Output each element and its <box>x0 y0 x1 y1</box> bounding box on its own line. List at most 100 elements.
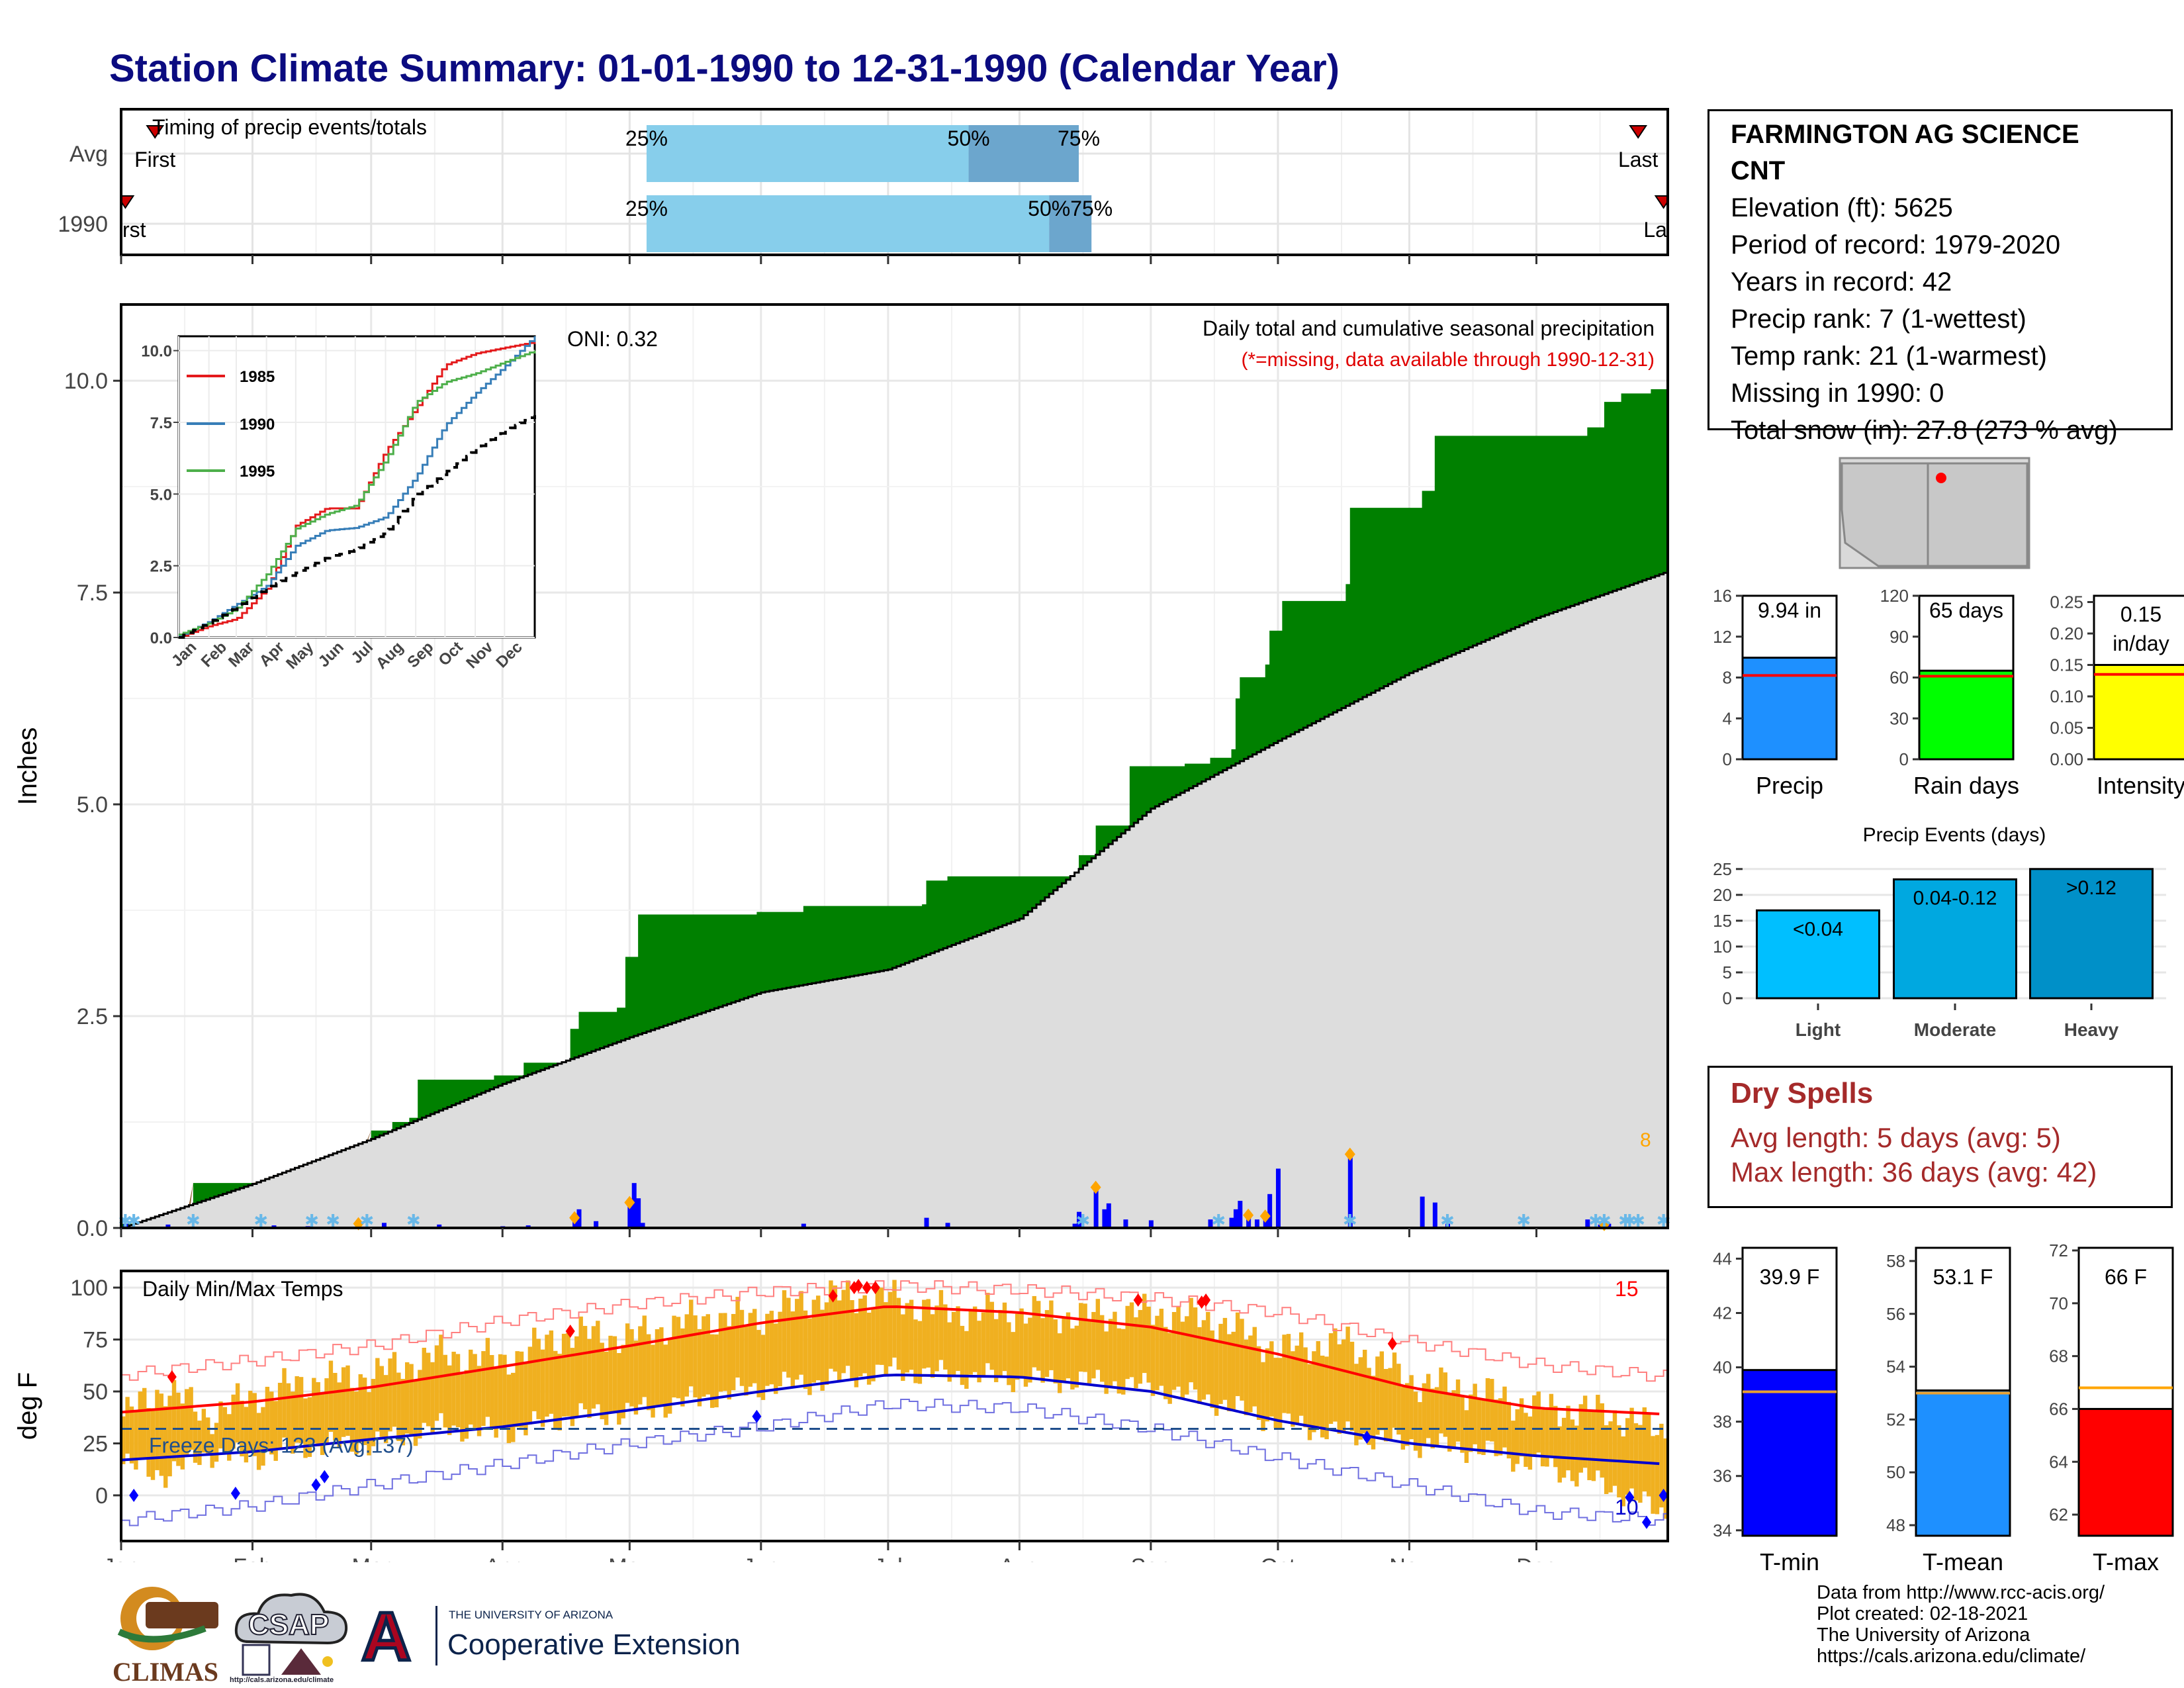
temp-daily-range-bar <box>596 1321 600 1405</box>
temp-y-tick-label: 25 <box>83 1431 108 1456</box>
temp-daily-range-bar <box>434 1345 439 1421</box>
temp-daily-range-bar <box>1185 1316 1189 1395</box>
csap-logo: CSAP http://cals.arizona.edu/climate <box>228 1582 354 1688</box>
temp-daily-range-bar <box>1409 1375 1414 1440</box>
timing-frame <box>120 108 1669 256</box>
temp-daily-range-bar <box>1392 1352 1397 1428</box>
temp-daily-range-bar <box>947 1322 952 1382</box>
temp-daily-range-bar <box>638 1326 643 1405</box>
summary-y-tick-label: 60 <box>1889 668 1909 688</box>
temp-daily-range-bar <box>134 1411 138 1470</box>
temp-daily-range-bar <box>519 1351 524 1428</box>
timing-last-marker <box>1629 125 1648 139</box>
temp-record-min-line <box>121 1398 1668 1526</box>
temp-daily-range-bar <box>324 1378 329 1444</box>
csap-cloud-icon <box>234 1593 348 1676</box>
temp-daily-range-bar <box>371 1379 376 1446</box>
events-bar-label: 0.04-0.12 <box>1913 887 1997 909</box>
temp-daily-range-bar <box>739 1309 745 1386</box>
dry-spells-box: Dry Spells Avg length: 5 days (avg: 5) M… <box>1707 1066 2173 1208</box>
temp-daily-range-bar <box>1201 1320 1206 1400</box>
temp-daily-range-bar <box>1222 1317 1228 1400</box>
precip-daily-bar <box>1445 1223 1451 1228</box>
temp-daily-range-bar <box>222 1407 228 1454</box>
precip-y-tick-label: 10.0 <box>64 369 108 394</box>
ua-big-text: Cooperative Extension <box>447 1628 741 1661</box>
summary-y-tick-label: 4 <box>1723 708 1732 728</box>
temp-daily-range-bar <box>612 1336 617 1413</box>
temp-chart: 0 25 50 75 100 Freeze Days: 123 (Avg:137) Dail… <box>13 1270 1669 1562</box>
temp-daily-range-bar <box>392 1352 397 1427</box>
temp-daily-range-bar <box>1248 1335 1253 1413</box>
events-bar-label: <0.04 <box>1793 918 1843 940</box>
temp-daily-range-bar <box>1333 1328 1338 1422</box>
temp-daily-range-bar <box>197 1421 202 1466</box>
station-precip-rank: Precip rank: 7 (1-wettest) <box>1731 305 2026 334</box>
temp-x-tick-label: Oct <box>1260 1554 1295 1562</box>
summary-category-label: Precip <box>1756 772 1823 799</box>
summary-y-tick-label: 34 <box>1713 1521 1732 1540</box>
precip-y-axis-label: Inches <box>13 727 42 806</box>
summary-y-tick-label: 44 <box>1713 1248 1732 1268</box>
precip-normal-area <box>121 571 1668 1228</box>
temp-daily-range-bar <box>125 1397 130 1454</box>
temp-daily-range-bar <box>1171 1312 1177 1390</box>
temp-daily-range-bar <box>1113 1311 1117 1382</box>
temp-daily-range-bar <box>604 1351 609 1425</box>
temp-daily-range-bar <box>833 1285 838 1372</box>
summary-y-tick-label: 50 <box>1886 1462 1905 1482</box>
precip-daily-bar <box>1238 1201 1243 1228</box>
temp-daily-range-bar <box>1591 1411 1596 1481</box>
summary-y-tick-label: 16 <box>1713 586 1732 606</box>
temp-record-cold-marker <box>320 1470 330 1483</box>
temp-daily-range-bar <box>1511 1421 1516 1472</box>
temp-daily-range-bar <box>1659 1423 1664 1508</box>
temp-daily-range-bar <box>1455 1379 1461 1442</box>
temp-daily-range-bar <box>269 1391 274 1455</box>
precip-daily-bar <box>1148 1220 1154 1228</box>
precip-snow-marker: ✱ <box>359 1211 374 1231</box>
temp-daily-range-bar <box>307 1397 312 1457</box>
temp-daily-range-bar <box>511 1372 516 1442</box>
temp-daily-range-bar <box>718 1313 723 1392</box>
temp-daily-range-bar <box>850 1300 854 1379</box>
events-y-tick-label: 10 <box>1713 937 1732 957</box>
temp-daily-range-bar <box>646 1334 651 1411</box>
temp-daily-range-bar <box>1396 1364 1401 1435</box>
temp-daily-range-bar <box>735 1297 740 1378</box>
temp-daily-range-bar <box>858 1298 863 1377</box>
temp-daily-range-bar <box>782 1290 787 1372</box>
temp-daily-range-bar <box>1316 1340 1320 1427</box>
temp-daily-range-bar <box>1227 1334 1232 1411</box>
temp-daily-range-bar <box>1540 1409 1545 1467</box>
temp-record-cold-marker <box>1641 1515 1651 1529</box>
temp-daily-range-bar <box>1256 1346 1261 1421</box>
temp-daily-range-bar <box>1044 1310 1050 1378</box>
temp-record-hot-marker <box>565 1325 575 1338</box>
ua-divider <box>435 1606 437 1665</box>
precip-daily-bar <box>123 1223 128 1228</box>
temp-daily-range-bar <box>1138 1309 1143 1384</box>
temp-daily-range-bar <box>811 1299 817 1383</box>
temp-daily-range-bar <box>1240 1319 1244 1401</box>
temp-daily-range-bar <box>807 1318 812 1395</box>
temp-daily-range-bar <box>845 1280 850 1366</box>
credits: Data from http://www.rcc-acis.org/ Plot … <box>1817 1582 2105 1667</box>
summary-y-tick-label: 58 <box>1886 1251 1905 1271</box>
temp-daily-range-bar <box>752 1309 757 1383</box>
temp-daily-range-bar <box>905 1303 909 1373</box>
temp-daily-range-bar <box>447 1365 452 1435</box>
precip-chart: 0.02.55.07.510.0✱✱ ✱ ✱ ✱ ✱ ✱ ✱ ✱ ✱ ✱ ✱ ✱ ✱✱ ✱✱✱ ✱8Dail… <box>0 291 1670 1241</box>
summary-y-tick-label: 48 <box>1886 1515 1905 1535</box>
precip-y-tick-label: 2.5 <box>77 1004 108 1029</box>
precip-daily-bar <box>1432 1202 1437 1228</box>
temp-daily-range-bar <box>1083 1303 1087 1372</box>
timing-first-marker <box>146 125 165 139</box>
temp-x-tick-label: Nov <box>1389 1554 1429 1562</box>
station-years: Years in record: 42 <box>1731 267 1952 297</box>
temp-daily-range-bar <box>1142 1293 1147 1374</box>
temp-daily-range-bar <box>341 1367 346 1437</box>
temp-daily-range-bar <box>1261 1362 1265 1431</box>
timing-bar-25-50 <box>646 125 969 182</box>
temp-daily-range-bar <box>1469 1394 1473 1452</box>
